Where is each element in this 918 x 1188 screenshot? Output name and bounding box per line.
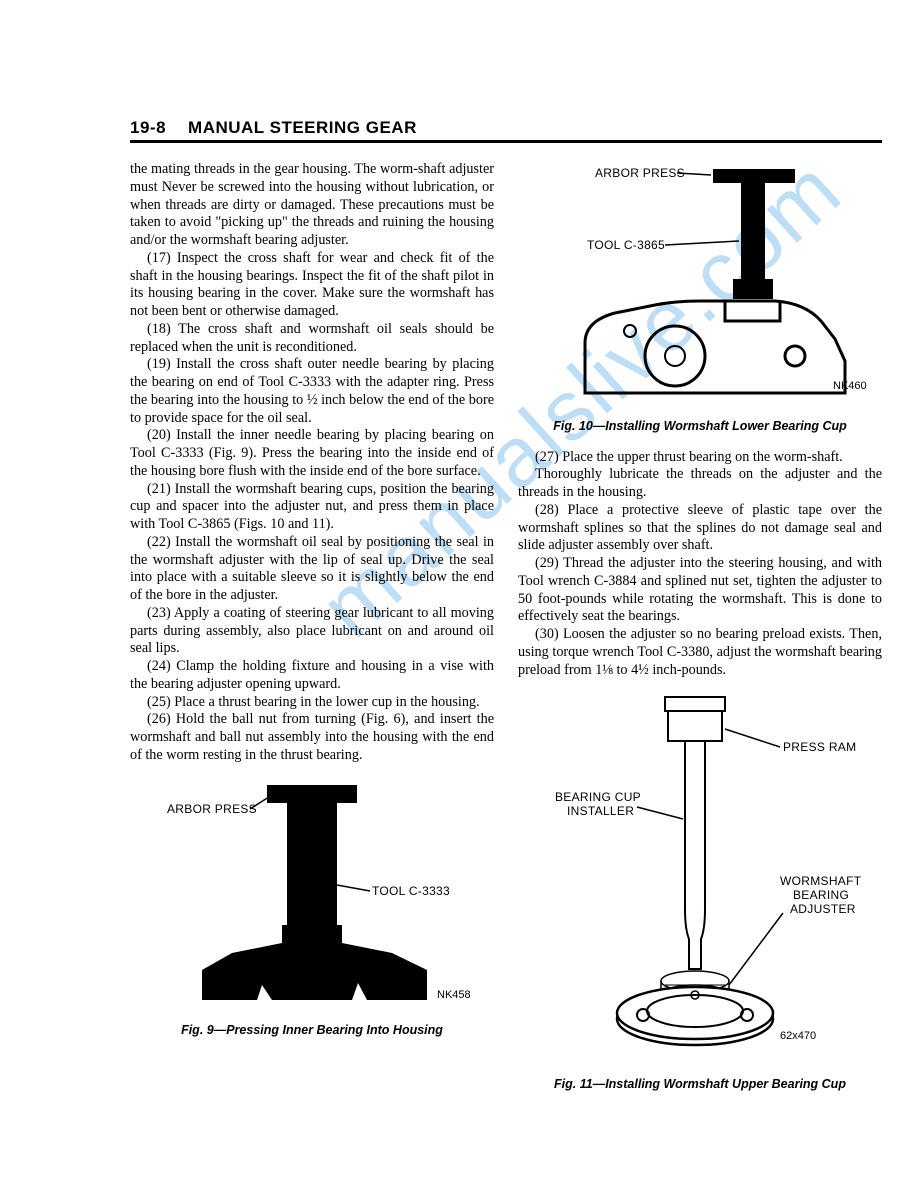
body-text: (25) Place a thrust bearing in the lower… [130,694,494,712]
body-text: (17) Inspect the cross shaft for wear an… [130,250,494,321]
fig9-label-tool: TOOL C-3333 [372,884,450,898]
fig11-label-adjuster-l1: WORMSHAFT [780,874,862,888]
fig10-label-ref: NK460 [833,380,867,392]
fig10-label-press: ARBOR PRESS [595,166,685,180]
columns: the mating threads in the gear housing. … [130,161,882,1093]
figure-10: ARBOR PRESS TOOL C-3865 NK460 Fig. 10—In… [518,161,882,435]
body-text: (21) Install the wormshaft bearing cups,… [130,481,494,534]
column-right: ARBOR PRESS TOOL C-3865 NK460 Fig. 10—In… [518,161,882,1093]
fig11-label-adjuster-l2: BEARING [793,888,849,902]
figure-10-caption: Fig. 10—Installing Wormshaft Lower Beari… [518,419,882,435]
figure-10-svg: ARBOR PRESS TOOL C-3865 NK460 [525,161,875,411]
body-text: (29) Thread the adjuster into the steeri… [518,555,882,626]
fig11-label-ref: 62x470 [780,1030,816,1042]
page-number: 19-8 [130,118,166,138]
column-left: the mating threads in the gear housing. … [130,161,494,1093]
fig11-label-installer-l2: INSTALLER [567,804,634,818]
figure-11-caption: Fig. 11—Installing Wormshaft Upper Beari… [518,1077,882,1093]
body-text: (28) Place a protective sleeve of plasti… [518,502,882,555]
body-text: (24) Clamp the holding fixture and housi… [130,658,494,694]
body-text: (23) Apply a coating of steering gear lu… [130,605,494,658]
fig9-label-press: ARBOR PRESS [167,802,257,816]
fig10-label-tool: TOOL C-3865 [587,238,665,252]
fig11-label-ram: PRESS RAM [783,740,856,754]
body-text: Thoroughly lubricate the threads on the … [518,466,882,502]
fig9-label-ref: NK458 [437,989,471,1001]
section-title: MANUAL STEERING GEAR [188,118,417,138]
fig11-label-installer-l1: BEARING CUP [555,790,641,804]
page-header: 19-8 MANUAL STEERING GEAR [130,118,882,143]
figure-9-caption: Fig. 9—Pressing Inner Bearing Into Housi… [130,1023,494,1039]
figure-11: PRESS RAM BEARING CUP INSTALLER WORMSHAF… [518,689,882,1093]
body-text: (18) The cross shaft and wormshaft oil s… [130,321,494,357]
body-text: (22) Install the wormshaft oil seal by p… [130,534,494,605]
body-text: (26) Hold the ball nut from turning (Fig… [130,711,494,764]
figure-9-svg: ARBOR PRESS TOOL C-3333 NK458 [142,775,482,1015]
body-text: (27) Place the upper thrust bearing on t… [518,449,882,467]
body-text: (19) Install the cross shaft outer needl… [130,356,494,427]
fig11-label-adjuster-l3: ADJUSTER [790,902,856,916]
body-text: (30) Loosen the adjuster so no bearing p… [518,626,882,679]
figure-9: ARBOR PRESS TOOL C-3333 NK458 Fig. 9—Pre… [130,775,494,1039]
figure-11-svg: PRESS RAM BEARING CUP INSTALLER WORMSHAF… [525,689,875,1069]
body-text: (20) Install the inner needle bearing by… [130,427,494,480]
body-text: the mating threads in the gear housing. … [130,161,494,250]
page-content: 19-8 MANUAL STEERING GEAR the mating thr… [130,118,882,1093]
